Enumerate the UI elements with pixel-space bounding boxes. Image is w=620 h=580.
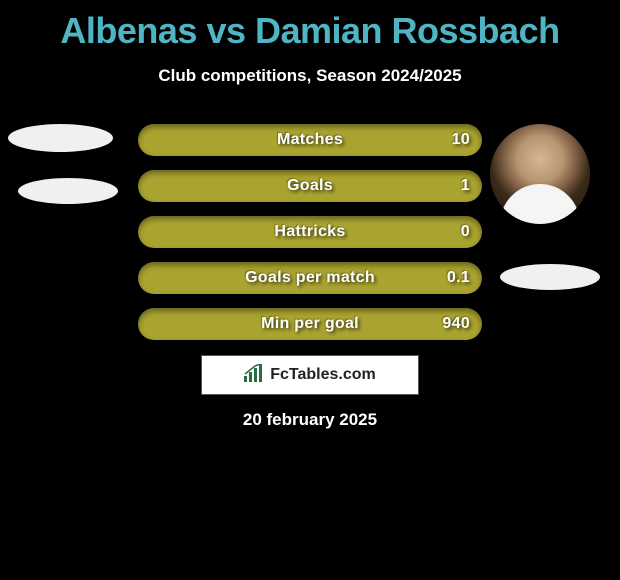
stat-bar-value: 1 <box>461 170 470 202</box>
stat-bar-row: Matches10 <box>138 124 482 156</box>
source-logo-text: FcTables.com <box>270 366 376 384</box>
date-label: 20 february 2025 <box>0 410 620 430</box>
stat-bar-row: Goals1 <box>138 170 482 202</box>
stat-bar-fill <box>138 216 482 248</box>
stat-bar-fill <box>138 124 482 156</box>
stat-bar-value: 0.1 <box>447 262 470 294</box>
stat-bar-fill <box>138 308 482 340</box>
stat-bar-row: Min per goal940 <box>138 308 482 340</box>
right-player-ellipse <box>500 264 600 290</box>
stat-bar-value: 10 <box>452 124 470 156</box>
left-player-ellipse-1 <box>8 124 113 152</box>
page-title: Albenas vs Damian Rossbach <box>0 0 620 52</box>
stat-bar-fill <box>138 262 482 294</box>
source-logo: FcTables.com <box>201 355 419 395</box>
stat-bars: Matches10 Goals1 Hattricks0 Goals per match… <box>138 124 482 354</box>
stat-bar-value: 940 <box>442 308 470 340</box>
left-player-ellipse-2 <box>18 178 118 204</box>
chart-icon <box>244 364 264 387</box>
right-player-avatar <box>490 124 590 224</box>
stat-bar-row: Hattricks0 <box>138 216 482 248</box>
stat-bar-value: 0 <box>461 216 470 248</box>
stat-bar-row: Goals per match0.1 <box>138 262 482 294</box>
stat-bar-fill <box>138 170 482 202</box>
subtitle: Club competitions, Season 2024/2025 <box>0 66 620 86</box>
